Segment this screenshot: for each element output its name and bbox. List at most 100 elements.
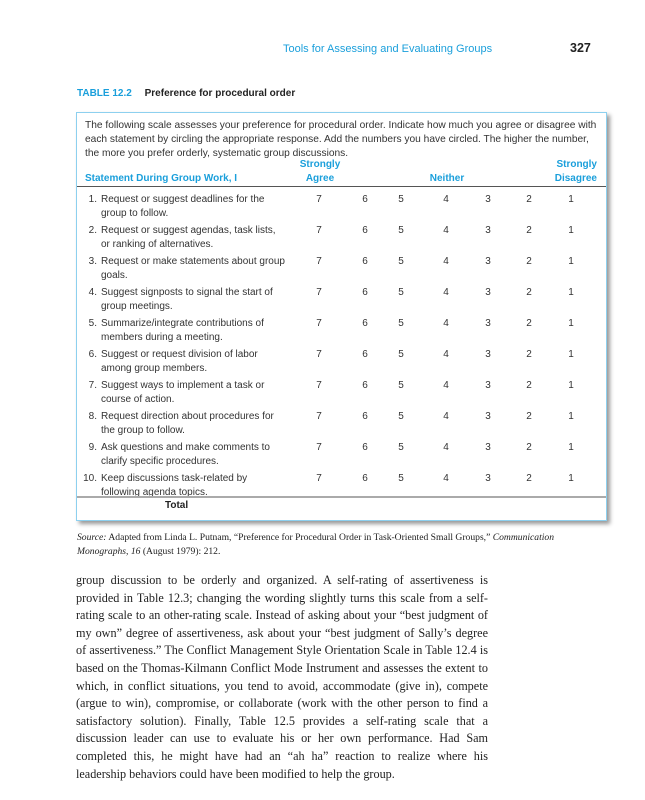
scale-option[interactable]: 4 bbox=[443, 411, 449, 422]
total-label: Total bbox=[165, 500, 189, 511]
row-number: 9. bbox=[88, 442, 97, 453]
scale-option[interactable]: 1 bbox=[568, 194, 574, 205]
scale-option[interactable]: 5 bbox=[398, 318, 404, 329]
row-statement: Summarize/integrate contributions of mem… bbox=[101, 318, 264, 343]
scale-option[interactable]: 7 bbox=[316, 256, 322, 267]
scale-option[interactable]: 2 bbox=[526, 225, 532, 236]
scale-option[interactable]: 5 bbox=[398, 473, 404, 484]
scale-option[interactable]: 1 bbox=[568, 256, 574, 267]
scale-option[interactable]: 7 bbox=[316, 194, 322, 205]
scale-option[interactable]: 3 bbox=[485, 256, 491, 267]
scale-option[interactable]: 6 bbox=[362, 256, 368, 267]
scale-option[interactable]: 3 bbox=[485, 318, 491, 329]
row-statement: Ask questions and make comments to clari… bbox=[101, 442, 270, 467]
row-number: 3. bbox=[88, 256, 97, 267]
source-journal: Communication Monographs, 16 bbox=[77, 532, 555, 557]
body-paragraph: group discussion to be orderly and organ… bbox=[76, 573, 488, 781]
scale-option[interactable]: 5 bbox=[398, 442, 404, 453]
scale-option[interactable]: 3 bbox=[485, 349, 491, 360]
scale-option[interactable]: 5 bbox=[398, 225, 404, 236]
table-row: 6. Suggest or request division of labor a… bbox=[77, 348, 606, 379]
scale-option[interactable]: 4 bbox=[443, 225, 449, 236]
scale-option[interactable]: 1 bbox=[568, 225, 574, 236]
scale-option[interactable]: 7 bbox=[316, 442, 322, 453]
scale-option[interactable]: 4 bbox=[443, 380, 449, 391]
scale-option[interactable]: 4 bbox=[443, 194, 449, 205]
scale-option[interactable]: 7 bbox=[316, 473, 322, 484]
scale-option[interactable]: 5 bbox=[398, 411, 404, 422]
row-number: 1. bbox=[88, 194, 97, 205]
scale-option[interactable]: 5 bbox=[398, 256, 404, 267]
scale-option[interactable]: 6 bbox=[362, 349, 368, 360]
scale-option[interactable]: 3 bbox=[485, 442, 491, 453]
scale-option[interactable]: 6 bbox=[362, 442, 368, 453]
scale-option[interactable]: 7 bbox=[316, 225, 322, 236]
scale-option[interactable]: 7 bbox=[316, 380, 322, 391]
row-number: 4. bbox=[88, 287, 97, 298]
scale-option[interactable]: 6 bbox=[362, 473, 368, 484]
scale-option[interactable]: 4 bbox=[443, 318, 449, 329]
scale-option[interactable]: 4 bbox=[443, 256, 449, 267]
scale-option[interactable]: 7 bbox=[316, 318, 322, 329]
table-row: 8. Request direction about procedures for… bbox=[77, 410, 606, 441]
row-statement: Request or make statements about group g… bbox=[101, 256, 285, 281]
scale-option[interactable]: 3 bbox=[485, 380, 491, 391]
table-row: 5. Summarize/integrate contributions of m… bbox=[77, 317, 606, 348]
scale-option[interactable]: 4 bbox=[443, 349, 449, 360]
scale-option[interactable]: 1 bbox=[568, 442, 574, 453]
scale-option[interactable]: 5 bbox=[398, 380, 404, 391]
scale-option[interactable]: 3 bbox=[485, 411, 491, 422]
scale-option[interactable]: 6 bbox=[362, 287, 368, 298]
scale-option[interactable]: 2 bbox=[526, 256, 532, 267]
scale-option[interactable]: 4 bbox=[443, 442, 449, 453]
scale-option[interactable]: 5 bbox=[398, 287, 404, 298]
scale-option[interactable]: 1 bbox=[568, 473, 574, 484]
scale-option[interactable]: 7 bbox=[316, 411, 322, 422]
table-row: 2. Request or suggest agendas, task lists… bbox=[77, 224, 606, 255]
row-statement: Suggest ways to implement a task or cour… bbox=[101, 380, 265, 405]
scale-option[interactable]: 2 bbox=[526, 380, 532, 391]
scale-option[interactable]: 6 bbox=[362, 194, 368, 205]
scale-option[interactable]: 1 bbox=[568, 287, 574, 298]
table-row: 3. Request or make statements about group… bbox=[77, 255, 606, 286]
scale-option[interactable]: 5 bbox=[398, 194, 404, 205]
row-number: 10. bbox=[83, 473, 97, 484]
scale-option[interactable]: 1 bbox=[568, 380, 574, 391]
scale-option[interactable]: 6 bbox=[362, 318, 368, 329]
row-statement: Suggest or request division of labor amo… bbox=[101, 349, 258, 374]
header-strongly-disagree: Strongly Disagree bbox=[554, 159, 597, 184]
scale-option[interactable]: 2 bbox=[526, 411, 532, 422]
scale-option[interactable]: 7 bbox=[316, 349, 322, 360]
scale-option[interactable]: 3 bbox=[485, 473, 491, 484]
scale-option[interactable]: 2 bbox=[526, 318, 532, 329]
scale-option[interactable]: 1 bbox=[568, 349, 574, 360]
table-row: 1. Request or suggest deadlines for the g… bbox=[77, 193, 606, 224]
source-rest: (August 1979): 212. bbox=[140, 546, 221, 557]
scale-option[interactable]: 3 bbox=[485, 225, 491, 236]
total-divider bbox=[77, 496, 606, 498]
row-number: 6. bbox=[88, 349, 97, 360]
row-statement: Request or suggest deadlines for the gro… bbox=[101, 194, 265, 219]
header-neither: Neither bbox=[429, 173, 465, 184]
row-number: 2. bbox=[88, 225, 97, 236]
table-intro: The following scale assesses your prefer… bbox=[85, 120, 597, 159]
scale-option[interactable]: 4 bbox=[443, 473, 449, 484]
scale-option[interactable]: 7 bbox=[316, 287, 322, 298]
table-number: TABLE 12.2 bbox=[77, 88, 132, 99]
scale-option[interactable]: 2 bbox=[526, 287, 532, 298]
table-title: Preference for procedural order bbox=[144, 88, 296, 99]
scale-option[interactable]: 1 bbox=[568, 411, 574, 422]
scale-option[interactable]: 1 bbox=[568, 318, 574, 329]
scale-option[interactable]: 2 bbox=[526, 194, 532, 205]
scale-option[interactable]: 6 bbox=[362, 225, 368, 236]
scale-option[interactable]: 2 bbox=[526, 442, 532, 453]
scale-option[interactable]: 3 bbox=[485, 287, 491, 298]
scale-option[interactable]: 5 bbox=[398, 349, 404, 360]
row-statement: Keep discussions task-related by followi… bbox=[101, 473, 248, 498]
scale-option[interactable]: 6 bbox=[362, 380, 368, 391]
scale-option[interactable]: 6 bbox=[362, 411, 368, 422]
scale-option[interactable]: 3 bbox=[485, 194, 491, 205]
scale-option[interactable]: 2 bbox=[526, 349, 532, 360]
scale-option[interactable]: 4 bbox=[443, 287, 449, 298]
scale-option[interactable]: 2 bbox=[526, 473, 532, 484]
